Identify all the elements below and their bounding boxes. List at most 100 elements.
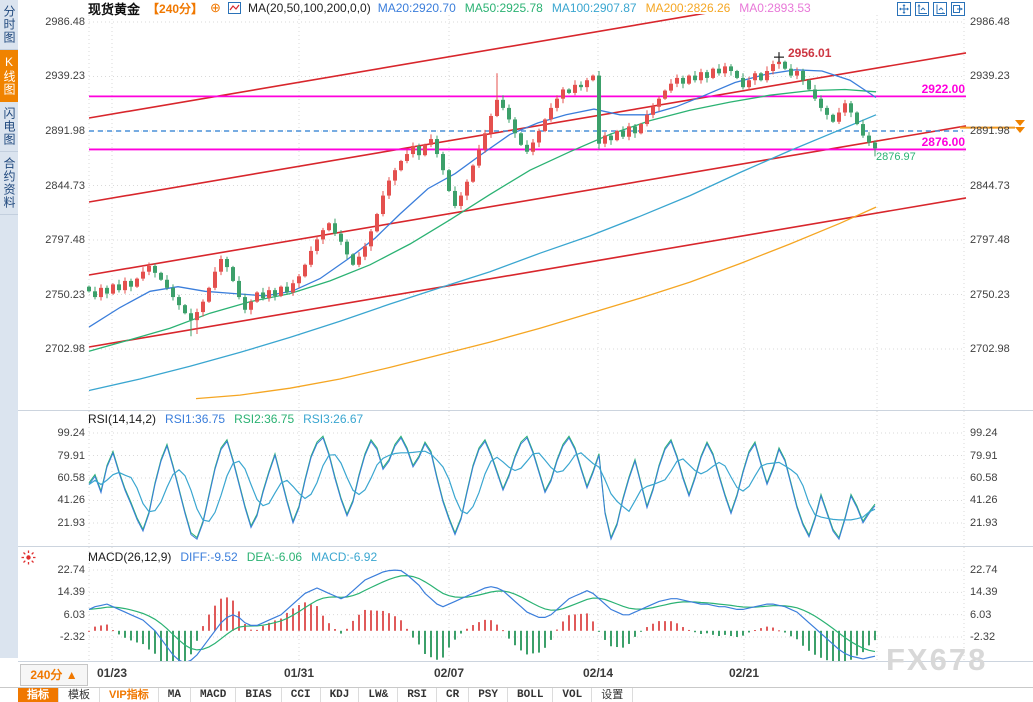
axis-label: -2.32 xyxy=(59,630,85,643)
peak-price-label: 2956.01 xyxy=(788,46,832,60)
toolbar-item[interactable]: KDJ xyxy=(321,688,360,702)
axis-label: 2891.98 xyxy=(970,125,1010,137)
sidebar: 分时图 K线图 闪电图 合约资料 xyxy=(0,0,18,658)
macd-header: MACD(26,12,9) DIFF:-9.52 DEA:-6.06 MACD:-6… xyxy=(88,550,377,564)
toolbar-item[interactable]: BOLL xyxy=(508,688,554,702)
axis-label: 2797.48 xyxy=(970,234,1010,246)
date-label: 02/14 xyxy=(582,666,614,680)
toolbar-item[interactable]: 设置 xyxy=(592,688,634,702)
sidebar-tab[interactable]: 合约资料 xyxy=(0,152,18,215)
toolbar-item[interactable]: RSI xyxy=(398,688,437,702)
axis-label: 99.24 xyxy=(57,427,85,439)
rsi-value-label: RSI2:36.75 xyxy=(234,412,295,426)
red-sun-icon[interactable] xyxy=(21,550,36,570)
scale-y-axis-icon[interactable] xyxy=(915,2,929,16)
axis-label: 6.03 xyxy=(970,608,992,621)
indicator-toolbar: 指标 模板 VIP指标 MA MACD BIAS CCI KDJ LW& RSI CR PSY BOLL… xyxy=(0,687,1033,702)
axis-label: 2939.23 xyxy=(45,70,85,83)
toolbar-item[interactable]: CR xyxy=(437,688,470,702)
macd-title: MACD(26,12,9) xyxy=(88,550,172,564)
axis-label: 60.58 xyxy=(970,472,998,484)
axis-label: 2844.73 xyxy=(970,179,1010,192)
ma-legend-item: MA100:2907.87 xyxy=(551,1,637,15)
window-controls xyxy=(897,2,965,16)
axis-label: 2797.48 xyxy=(45,234,85,246)
axis-label: 2986.48 xyxy=(970,15,1010,28)
axis-label: 79.91 xyxy=(57,449,85,462)
period-label: 【240分】 xyxy=(147,1,204,16)
axis-label: 22.74 xyxy=(57,564,85,576)
toolbar-item[interactable]: 指标 xyxy=(18,688,59,702)
toolbar-item[interactable]: BIAS xyxy=(236,688,282,702)
axis-label: 79.91 xyxy=(970,449,998,462)
chart-header: 现货黄金 【240分】 ⊕ MA(20,50,100,200,0,0) MA20… xyxy=(88,0,811,17)
toolbar-item[interactable]: LW& xyxy=(359,688,399,702)
rsi-header: RSI(14,14,2) RSI1:36.75 RSI2:36.75 RSI3:26… xyxy=(88,412,363,426)
last-price-label: 2876.97 xyxy=(876,151,916,164)
watermark: FX678 xyxy=(886,642,988,677)
date-label: 02/21 xyxy=(728,666,760,680)
axis-label: 60.58 xyxy=(57,472,85,484)
sidebar-tab[interactable]: 闪电图 xyxy=(0,102,18,152)
toolbar-item[interactable]: 模板 xyxy=(59,688,100,702)
axis-label: 2702.98 xyxy=(970,343,1010,355)
toolbar-item[interactable]: CCI xyxy=(282,688,321,702)
ma-legend-item: MA0:2893.53 xyxy=(739,1,811,15)
axis-label: 2844.73 xyxy=(45,179,85,192)
rsi-title: RSI(14,14,2) xyxy=(88,412,157,426)
axis-label: 14.39 xyxy=(57,586,85,599)
axis-label: 2750.23 xyxy=(970,288,1010,301)
axis-label: 14.39 xyxy=(970,586,998,599)
detach-window-icon[interactable] xyxy=(951,2,965,16)
resistance-price-label: 2922.00 xyxy=(921,82,965,97)
latest-price-marker-icon[interactable] xyxy=(1015,120,1025,134)
interval-selector-button[interactable]: 240分 ▲ xyxy=(20,664,88,686)
add-indicator-icon[interactable]: ⊕ xyxy=(210,0,221,15)
axis-label: 2750.23 xyxy=(45,288,85,301)
macd-value-label: DEA:-6.06 xyxy=(246,550,303,564)
axis-label: 99.24 xyxy=(970,427,998,439)
axis-label: 41.26 xyxy=(970,494,998,507)
support-price-label: 2876.00 xyxy=(921,135,965,150)
axis-label: 22.74 xyxy=(970,564,998,576)
axis-label: 21.93 xyxy=(970,516,998,529)
pan-icon[interactable] xyxy=(897,2,911,16)
ma-legend-item: MA20:2920.70 xyxy=(377,1,456,15)
toolbar-item[interactable]: PSY xyxy=(469,688,509,702)
rsi-value-label: RSI3:26.67 xyxy=(303,412,364,426)
sidebar-tab[interactable]: 分时图 xyxy=(0,0,18,50)
axis-label: -2.32 xyxy=(970,630,996,643)
panel-separator xyxy=(18,410,1033,411)
ma-legend-item: MA200:2826.26 xyxy=(645,1,731,15)
axis-label: 2702.98 xyxy=(45,343,85,355)
toolbar-item[interactable]: VOL xyxy=(553,688,593,702)
triangle-down-icon xyxy=(1015,120,1025,126)
sidebar-tab[interactable]: K线图 xyxy=(0,50,18,102)
ma-legend-item: MA50:2925.78 xyxy=(464,1,543,15)
axis-label: 2986.48 xyxy=(45,15,85,28)
macd-value-label: MACD:-6.92 xyxy=(311,550,378,564)
scale-x-axis-icon[interactable] xyxy=(933,2,947,16)
panel-separator xyxy=(18,546,1033,547)
ma-legend: MA20:2920.70 MA50:2925.78 MA100:2907.87 MA2… xyxy=(378,1,811,15)
kline-chart-icon xyxy=(227,2,241,14)
axis-label: 2939.23 xyxy=(970,70,1010,83)
axis-label: 41.26 xyxy=(57,494,85,507)
date-label: 01/23 xyxy=(96,666,128,680)
macd-value-label: DIFF:-9.52 xyxy=(180,550,238,564)
axis-label: 21.93 xyxy=(57,516,85,529)
ma-formula: MA(20,50,100,200,0,0) xyxy=(247,1,371,15)
toolbar-item[interactable]: MACD xyxy=(191,688,237,702)
date-label: 02/07 xyxy=(433,666,465,680)
toolbar-item[interactable]: VIP指标 xyxy=(100,688,159,702)
axis-label: 2891.98 xyxy=(45,125,85,137)
toolbar-item[interactable]: MA xyxy=(159,688,191,702)
rsi-value-label: RSI1:36.75 xyxy=(165,412,226,426)
axis-label: 6.03 xyxy=(63,608,85,621)
panel-separator xyxy=(18,661,1033,662)
date-label: 01/31 xyxy=(283,666,315,680)
triangle-down-icon xyxy=(1015,127,1025,133)
instrument-title: 现货黄金 xyxy=(88,1,141,17)
